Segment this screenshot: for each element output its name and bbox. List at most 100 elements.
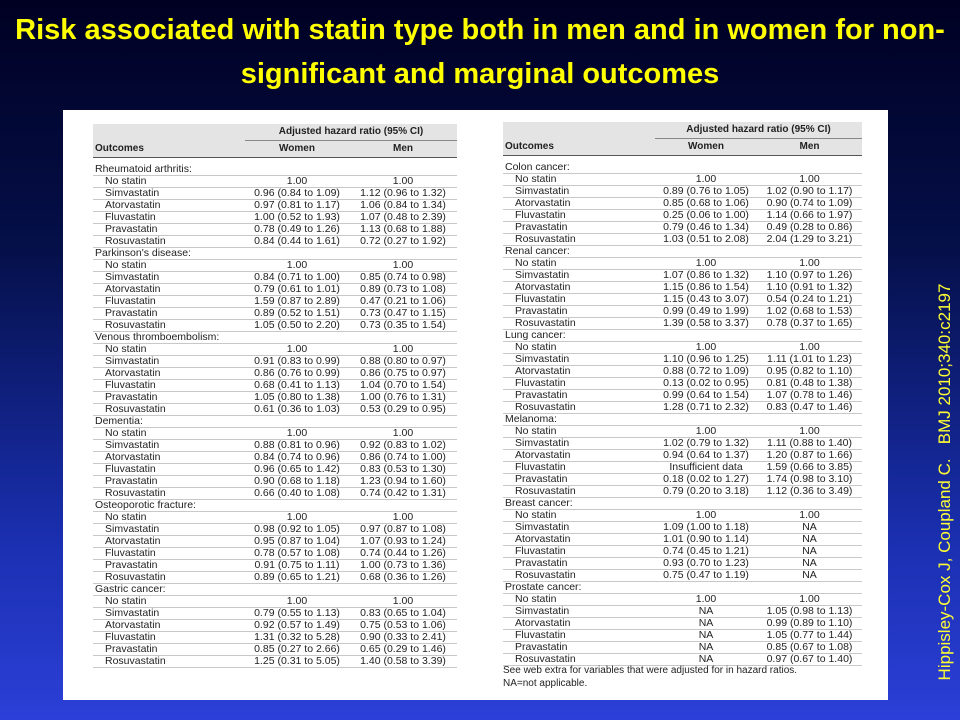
statin-label: Rosuvastatin xyxy=(503,401,655,414)
statin-label: No statin xyxy=(93,175,245,188)
blank-cell xyxy=(93,124,245,141)
men-value: 1.00 xyxy=(349,427,457,440)
men-value: 1.00 xyxy=(757,509,862,522)
data-row: No statin 1.00 1.00 xyxy=(93,595,457,608)
data-row: Atorvastatin NA 0.99 (0.89 to 1.10) xyxy=(503,617,862,630)
women-value: 1.15 (0.86 to 1.54) xyxy=(655,281,757,294)
women-value: 0.79 (0.55 to 1.13) xyxy=(245,607,349,620)
men-value: 1.07 (0.78 to 1.46) xyxy=(757,389,862,402)
statin-label: Fluvastatin xyxy=(93,463,245,476)
statin-label: No statin xyxy=(93,511,245,524)
women-value: 0.93 (0.70 to 1.23) xyxy=(655,557,757,570)
statin-label: Simvastatin xyxy=(503,353,655,366)
data-row: Atorvastatin 0.97 (0.81 to 1.17) 1.06 (0.8… xyxy=(93,199,457,212)
statin-label: Pravastatin xyxy=(503,221,655,234)
data-row: Atorvastatin 0.84 (0.74 to 0.96) 0.86 (0.7… xyxy=(93,451,457,464)
women-value: 1.00 xyxy=(245,427,349,440)
statin-label: Pravastatin xyxy=(93,643,245,656)
men-value: 0.90 (0.74 to 1.09) xyxy=(757,197,862,210)
section-heading: Gastric cancer: xyxy=(93,583,457,596)
data-row: Pravastatin 0.90 (0.68 to 1.18) 1.23 (0.94… xyxy=(93,475,457,488)
section-heading: Colon cancer: xyxy=(503,162,862,174)
women-value: 0.18 (0.02 to 1.27) xyxy=(655,473,757,486)
statin-label: Fluvastatin xyxy=(503,545,655,558)
data-row: Pravastatin 0.93 (0.70 to 1.23) NA xyxy=(503,557,862,570)
men-value: 1.00 xyxy=(757,173,862,186)
men-value: 0.83 (0.65 to 1.04) xyxy=(349,607,457,620)
statin-label: Atorvastatin xyxy=(93,199,245,212)
men-value: 1.00 xyxy=(757,257,862,270)
data-row: Pravastatin NA 0.85 (0.67 to 1.08) xyxy=(503,641,862,654)
women-value: 1.31 (0.32 to 5.28) xyxy=(245,631,349,644)
data-row: Rosuvastatin 0.61 (0.36 to 1.03) 0.53 (0.2… xyxy=(93,403,457,416)
section-heading: Breast cancer: xyxy=(503,497,862,510)
table-body: Rheumatoid arthritis: No statin 1.00 1.00 Si… xyxy=(93,158,457,668)
women-value: Insufficient data xyxy=(655,461,757,474)
men-value: 0.83 (0.53 to 1.30) xyxy=(349,463,457,476)
women-value: 0.79 (0.46 to 1.34) xyxy=(655,221,757,234)
women-value: NA xyxy=(655,605,757,618)
men-value: 0.54 (0.24 to 1.21) xyxy=(757,293,862,306)
column-header: Outcomes xyxy=(93,140,245,158)
men-value: 0.73 (0.35 to 1.54) xyxy=(349,319,457,332)
women-value: 1.00 xyxy=(655,425,757,438)
statin-label: Pravastatin xyxy=(503,641,655,654)
statin-label: Pravastatin xyxy=(93,475,245,488)
men-value: 1.59 (0.66 to 3.85) xyxy=(757,461,862,474)
men-value: 0.86 (0.74 to 1.00) xyxy=(349,451,457,464)
women-value: 1.02 (0.79 to 1.32) xyxy=(655,437,757,450)
data-row: Simvastatin 0.89 (0.76 to 1.05) 1.02 (0.90… xyxy=(503,185,862,198)
women-value: 0.92 (0.57 to 1.49) xyxy=(245,619,349,632)
data-row: Pravastatin 0.18 (0.02 to 1.27) 1.74 (0.98… xyxy=(503,473,862,486)
blank-cell xyxy=(503,122,655,139)
group-header: Adjusted hazard ratio (95% CI) xyxy=(245,124,457,141)
women-value: 0.66 (0.40 to 1.08) xyxy=(245,487,349,500)
section-row: Rheumatoid arthritis: xyxy=(93,164,457,176)
men-value: 1.06 (0.84 to 1.34) xyxy=(349,199,457,212)
men-value: NA xyxy=(757,569,862,582)
men-value: 1.00 xyxy=(349,175,457,188)
statin-label: Simvastatin xyxy=(93,355,245,368)
women-value: 1.01 (0.90 to 1.14) xyxy=(655,533,757,546)
women-value: 1.09 (1.00 to 1.18) xyxy=(655,521,757,534)
women-value: 1.00 xyxy=(245,175,349,188)
statin-label: Pravastatin xyxy=(503,473,655,486)
women-value: 0.89 (0.65 to 1.21) xyxy=(245,571,349,584)
data-row: Atorvastatin 0.92 (0.57 to 1.49) 0.75 (0.5… xyxy=(93,619,457,632)
section-row: Melanoma: xyxy=(503,413,862,426)
data-row: Fluvastatin Insufficient data 1.59 (0.66 t… xyxy=(503,461,862,474)
statin-label: No statin xyxy=(93,259,245,272)
men-value: 0.78 (0.37 to 1.65) xyxy=(757,317,862,330)
men-value: 1.02 (0.90 to 1.17) xyxy=(757,185,862,198)
section-row: Prostate cancer: xyxy=(503,581,862,594)
women-value: 0.89 (0.76 to 1.05) xyxy=(655,185,757,198)
data-row: Fluvastatin 1.15 (0.43 to 3.07) 0.54 (0.24… xyxy=(503,293,862,306)
data-row: Rosuvastatin 1.05 (0.50 to 2.20) 0.73 (0.3… xyxy=(93,319,457,332)
statin-label: Pravastatin xyxy=(93,307,245,320)
data-row: Pravastatin 0.89 (0.52 to 1.51) 0.73 (0.47… xyxy=(93,307,457,320)
data-row: Simvastatin NA 1.05 (0.98 to 1.13) xyxy=(503,605,862,618)
women-value: 0.91 (0.75 to 1.11) xyxy=(245,559,349,572)
statin-label: Fluvastatin xyxy=(503,209,655,222)
data-row: No statin 1.00 1.00 xyxy=(93,259,457,272)
statin-label: Simvastatin xyxy=(93,271,245,284)
women-value: 0.98 (0.92 to 1.05) xyxy=(245,523,349,536)
data-row: Rosuvastatin 1.03 (0.51 to 2.08) 2.04 (1.2… xyxy=(503,233,862,246)
statin-label: Rosuvastatin xyxy=(503,317,655,330)
statin-label: Rosuvastatin xyxy=(93,403,245,416)
women-value: 1.28 (0.71 to 2.32) xyxy=(655,401,757,414)
men-value: 2.04 (1.29 to 3.21) xyxy=(757,233,862,246)
men-value: 0.89 (0.73 to 1.08) xyxy=(349,283,457,296)
data-row: Atorvastatin 0.95 (0.87 to 1.04) 1.07 (0.9… xyxy=(93,535,457,548)
women-value: 1.00 xyxy=(655,593,757,606)
statin-label: Atorvastatin xyxy=(93,619,245,632)
data-row: Fluvastatin 0.13 (0.02 to 0.95) 0.81 (0.48… xyxy=(503,377,862,390)
data-row: No statin 1.00 1.00 xyxy=(93,427,457,440)
men-value: 1.11 (1.01 to 1.23) xyxy=(757,353,862,366)
data-row: No statin 1.00 1.00 xyxy=(503,509,862,522)
statin-label: Atorvastatin xyxy=(503,281,655,294)
citation: Hippisley-Cox J, Coupland C. BMJ 2010;34… xyxy=(935,283,954,681)
data-row: Rosuvastatin 1.39 (0.58 to 3.37) 0.78 (0.3… xyxy=(503,317,862,330)
data-row: Fluvastatin 1.59 (0.87 to 2.89) 0.47 (0.21… xyxy=(93,295,457,308)
women-value: 1.00 xyxy=(655,173,757,186)
